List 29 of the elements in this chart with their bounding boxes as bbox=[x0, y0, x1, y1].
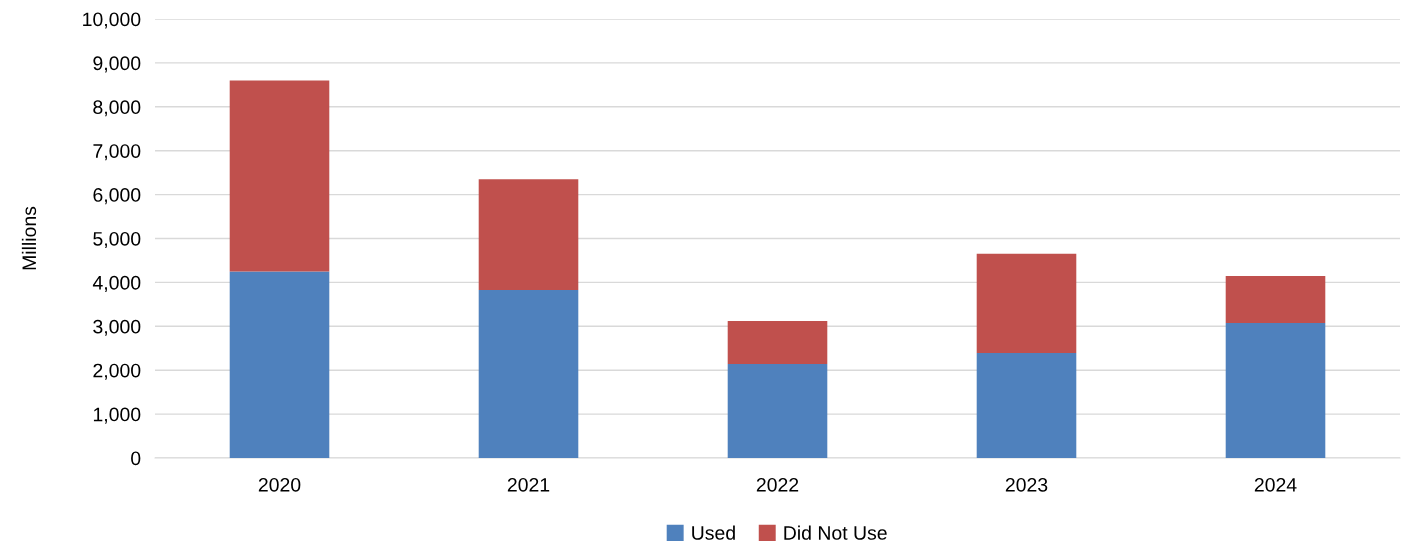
legend-label: Used bbox=[692, 525, 735, 540]
x-tick-label: 2023 bbox=[1005, 477, 1048, 492]
legend-label: Did Not Use bbox=[784, 525, 887, 540]
y-tick-label: 4,000 bbox=[92, 275, 141, 292]
x-tick-label: 2020 bbox=[258, 477, 301, 492]
bar bbox=[229, 80, 330, 272]
y-tick-label: 8,000 bbox=[93, 100, 141, 117]
y-tick-label: 6,000 bbox=[93, 188, 141, 205]
x-tick-label: 2022 bbox=[756, 477, 799, 492]
x-tick-label: 2021 bbox=[507, 477, 550, 492]
y-tick-label: 9,000 bbox=[93, 56, 141, 73]
y-tick-label: 7,000 bbox=[93, 144, 141, 161]
y-tick-label: 0 bbox=[131, 451, 141, 466]
y-tick-label: 3,000 bbox=[93, 319, 141, 336]
bar bbox=[229, 271, 330, 458]
y-tick-label: 2,000 bbox=[93, 363, 141, 380]
y-tick-label: 10,000 bbox=[83, 12, 141, 29]
bar bbox=[1225, 276, 1326, 324]
bar bbox=[478, 179, 579, 291]
bar bbox=[1225, 323, 1326, 458]
bar bbox=[478, 290, 579, 458]
bar bbox=[976, 353, 1077, 458]
y-axis-title: Millions bbox=[21, 206, 37, 270]
y-tick-label: 5,000 bbox=[93, 231, 141, 249]
y-tick-label: 1,000 bbox=[93, 407, 141, 424]
x-tick-label: 2024 bbox=[1254, 477, 1297, 492]
bar bbox=[976, 253, 1077, 354]
bar bbox=[727, 321, 828, 365]
bar bbox=[727, 364, 828, 458]
